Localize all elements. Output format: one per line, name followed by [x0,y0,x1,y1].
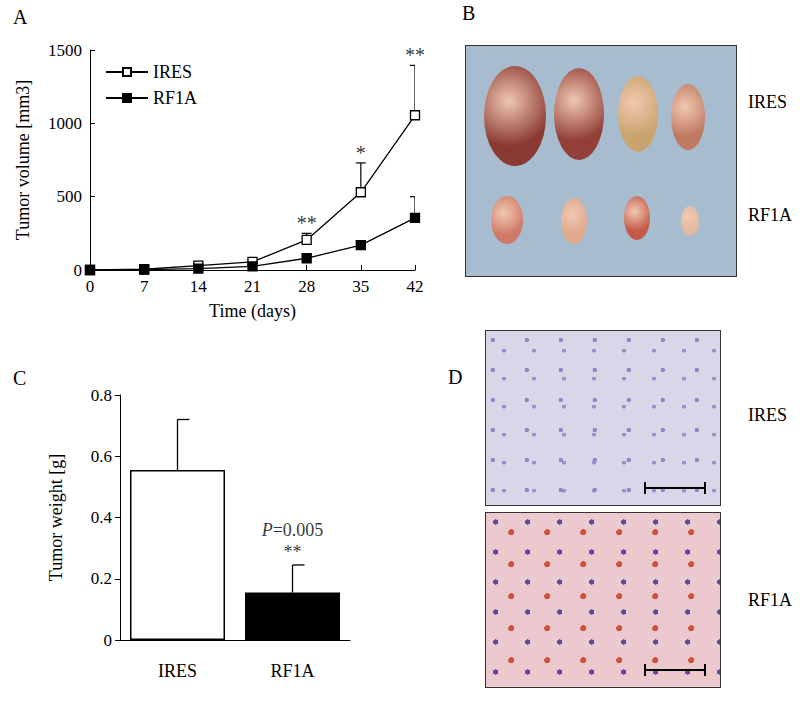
svg-text:500: 500 [57,187,83,206]
html-text:RF1A: RF1A [748,205,792,225]
svg-text:0.4: 0.4 [91,508,113,527]
html-text:IRES: IRES [748,92,787,112]
svg-text:**: ** [284,542,302,562]
svg-text:28: 28 [298,277,315,296]
svg-text:IRES: IRES [158,661,197,681]
html-text:RF1A: RF1A [748,590,792,610]
svg-text:0: 0 [74,261,83,280]
svg-text:**: ** [297,212,317,234]
svg-text:0.2: 0.2 [91,569,112,588]
svg-text:=0.005: =0.005 [273,520,324,540]
svg-text:RF1A: RF1A [270,661,314,681]
html-text:IRES: IRES [748,405,787,425]
svg-text:0.6: 0.6 [91,447,112,466]
svg-text:14: 14 [190,277,208,296]
html-text:B: B [462,2,476,24]
svg-text:Tumor volume [mm3]: Tumor volume [mm3] [13,80,33,240]
svg-text:**: ** [405,44,425,66]
svg-text:Tumor weight [g]: Tumor weight [g] [46,454,66,581]
svg-text:C: C [13,367,26,389]
html-text:D: D [448,366,463,388]
svg-text:0: 0 [86,277,95,296]
svg-text:Time (days): Time (days) [209,301,296,322]
svg-text:0: 0 [104,631,113,650]
svg-text:21: 21 [244,277,261,296]
svg-text:*: * [356,142,366,164]
svg-text:RF1A: RF1A [153,88,197,108]
svg-text:IRES: IRES [153,62,192,82]
svg-text:1000: 1000 [48,114,82,133]
svg-text:7: 7 [140,277,149,296]
svg-text:A: A [13,6,28,28]
svg-text:35: 35 [352,277,369,296]
svg-text:1500: 1500 [48,41,82,60]
svg-text:P: P [261,520,273,540]
svg-text:0.8: 0.8 [91,386,112,405]
svg-text:42: 42 [407,277,424,296]
